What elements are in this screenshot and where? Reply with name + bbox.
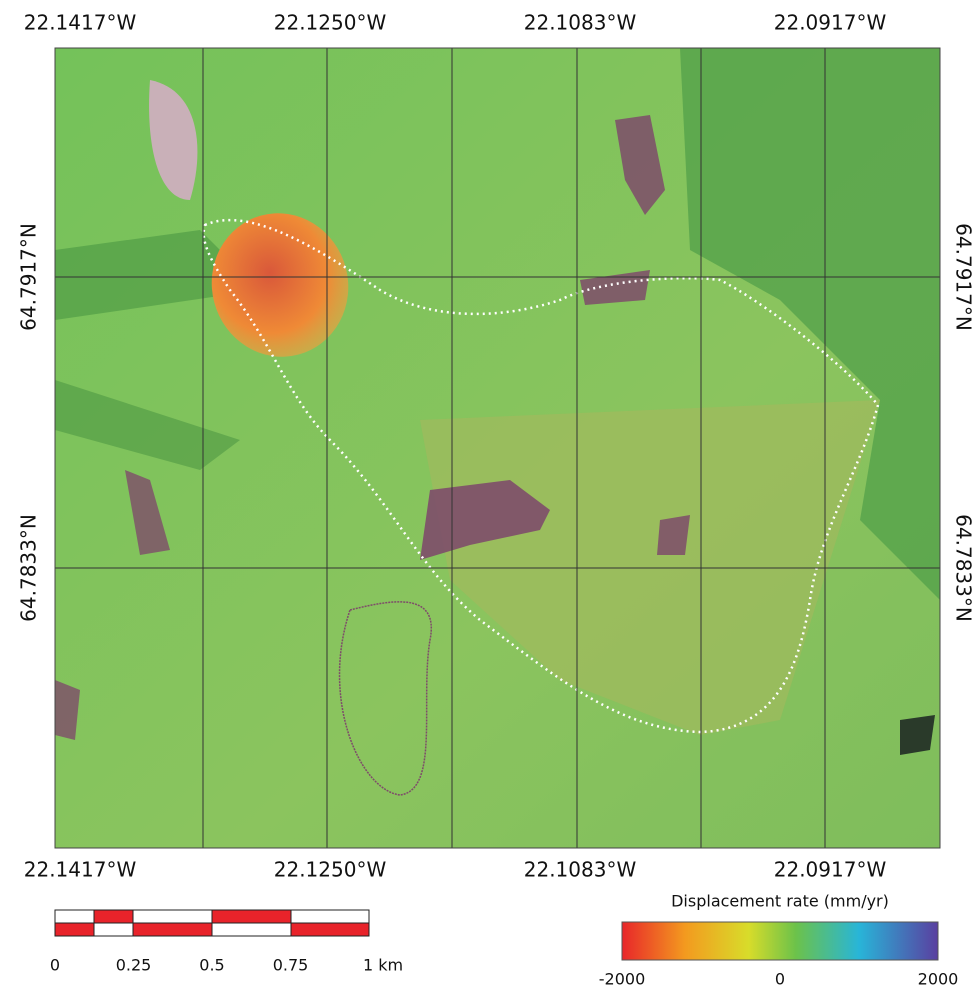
- colorbar-title: Displacement rate (mm/yr): [671, 892, 889, 911]
- longitude-label: 22.1083°W: [524, 858, 637, 882]
- latitude-label: 64.7917°N: [952, 223, 975, 331]
- longitude-label: 22.0917°W: [774, 858, 887, 882]
- scale-label: 0: [50, 956, 60, 975]
- longitude-label: 22.1417°W: [24, 11, 137, 35]
- longitude-label: 22.1417°W: [24, 858, 137, 882]
- page: Displacement rate (mm/yr) 22.1417°W 22.14…: [0, 0, 975, 991]
- colorbar-tick-label: 2000: [918, 970, 959, 989]
- longitude-label: 22.1083°W: [524, 11, 637, 35]
- longitude-label: 22.0917°W: [774, 11, 887, 35]
- latitude-label: 64.7917°N: [17, 223, 41, 331]
- scale-label: 0.5: [199, 956, 224, 975]
- map-image: [55, 48, 940, 848]
- scale-label: 0.75: [273, 956, 309, 975]
- longitude-label: 22.1250°W: [274, 11, 387, 35]
- colorbar-tick-label: 0: [775, 970, 785, 989]
- colorbar: [622, 922, 938, 960]
- scale-label: 1 km: [363, 956, 403, 975]
- scale-label: 0.25: [116, 956, 152, 975]
- latitude-label: 64.7833°N: [17, 514, 41, 622]
- latitude-label: 64.7833°N: [952, 514, 975, 622]
- scale-bar: [55, 910, 369, 936]
- colorbar-tick-label: -2000: [599, 970, 646, 989]
- longitude-label: 22.1250°W: [274, 858, 387, 882]
